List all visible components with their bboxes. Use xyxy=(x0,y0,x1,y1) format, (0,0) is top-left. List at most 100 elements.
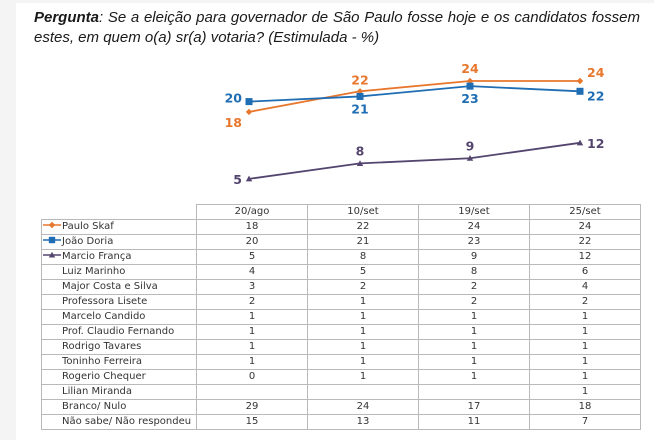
row-label: Paulo Skaf xyxy=(62,221,114,232)
data-label: 23 xyxy=(461,91,478,106)
header-blank-cell xyxy=(41,204,197,220)
row-label: Prof. Claudio Fernando xyxy=(62,326,175,337)
table-header-row: 20/ago 10/set 19/set 25/set xyxy=(41,204,641,220)
row-label-cell: Rogerio Chequer xyxy=(41,369,197,385)
value-cell: 1 xyxy=(529,324,641,340)
value-cell: 13 xyxy=(307,414,419,430)
value-cell: 6 xyxy=(529,264,641,280)
value-cell: 2 xyxy=(529,294,641,310)
column-header: 20/ago xyxy=(196,204,308,220)
column-header: 10/set xyxy=(307,204,419,220)
table-row: Toninho Ferreira 1 1 1 1 xyxy=(41,354,641,370)
value-cell: 1 xyxy=(529,309,641,325)
value-cell: 3 xyxy=(196,279,308,295)
row-label: Rogerio Chequer xyxy=(62,371,146,382)
data-label: 20 xyxy=(225,91,243,106)
series-line-jo-o-doria xyxy=(248,85,581,103)
value-cell: 8 xyxy=(307,249,419,265)
row-label: Marcio França xyxy=(62,251,132,262)
data-point-marker xyxy=(245,108,253,116)
value-cell: 1 xyxy=(196,354,308,370)
data-label: 22 xyxy=(351,72,368,87)
value-cell: 20 xyxy=(196,234,308,250)
table-row: Prof. Claudio Fernando 1 1 1 1 xyxy=(41,324,641,340)
value-cell: 9 xyxy=(418,249,530,265)
value-cell: 1 xyxy=(307,369,419,385)
data-label: 12 xyxy=(587,136,604,151)
data-point-marker xyxy=(466,82,474,90)
value-cell: 1 xyxy=(196,339,308,355)
row-label-cell: Marcio França xyxy=(41,249,197,265)
data-label: 9 xyxy=(466,138,475,153)
table-row: Lilian Miranda 1 xyxy=(41,384,641,400)
value-cell: 17 xyxy=(418,399,530,415)
value-cell: 1 xyxy=(529,369,641,385)
data-label: 24 xyxy=(587,65,605,80)
table-row: Branco/ Nulo 29 24 17 18 xyxy=(41,399,641,415)
value-cell: 0 xyxy=(196,369,308,385)
value-cell: 18 xyxy=(529,399,641,415)
row-label-cell: Professora Lisete xyxy=(41,294,197,310)
table-row: Não sabe/ Não respondeu 15 13 11 7 xyxy=(41,414,641,430)
value-cell: 15 xyxy=(196,414,308,430)
row-label: Rodrigo Tavares xyxy=(62,341,142,352)
data-point-marker xyxy=(576,77,584,85)
value-cell: 8 xyxy=(418,264,530,280)
data-point-marker xyxy=(356,92,364,100)
value-cell: 1 xyxy=(418,369,530,385)
question-label: Pergunta xyxy=(34,9,100,26)
value-cell: 1 xyxy=(418,354,530,370)
data-point-marker xyxy=(576,87,584,95)
data-label: 21 xyxy=(351,101,368,116)
value-cell: 1 xyxy=(196,309,308,325)
row-label-cell: Prof. Claudio Fernando xyxy=(41,324,197,340)
value-cell: 1 xyxy=(418,324,530,340)
value-cell: 1 xyxy=(418,309,530,325)
value-cell: 22 xyxy=(529,234,641,250)
row-label-cell: Paulo Skaf xyxy=(41,219,197,235)
row-label: Branco/ Nulo xyxy=(62,401,127,412)
value-cell: 4 xyxy=(196,264,308,280)
value-cell: 1 xyxy=(418,339,530,355)
value-cell: 24 xyxy=(418,219,530,235)
question-body: : Se a eleição para governador de São Pa… xyxy=(34,9,640,46)
value-cell: 5 xyxy=(196,249,308,265)
data-label: 22 xyxy=(587,88,604,103)
question-text: Pergunta: Se a eleição para governador d… xyxy=(34,8,640,48)
value-cell: 1 xyxy=(196,324,308,340)
data-label: 24 xyxy=(461,61,479,76)
column-header: 25/set xyxy=(529,204,641,220)
value-cell: 18 xyxy=(196,219,308,235)
value-cell: 4 xyxy=(529,279,641,295)
value-cell: 1 xyxy=(529,354,641,370)
legend-triangle-marker-icon xyxy=(43,250,61,260)
data-label: 18 xyxy=(225,115,242,130)
table-row: Marcelo Candido 1 1 1 1 xyxy=(41,309,641,325)
column-header: 19/set xyxy=(418,204,530,220)
data-point-marker xyxy=(356,160,364,166)
value-cell xyxy=(196,384,308,400)
value-cell: 7 xyxy=(529,414,641,430)
table-row: Rodrigo Tavares 1 1 1 1 xyxy=(41,339,641,355)
value-cell: 11 xyxy=(418,414,530,430)
line-chart: 18 22 24 24 20 21 23 22 5 8 9 12 xyxy=(225,61,605,187)
table-row: Major Costa e Silva 3 2 2 4 xyxy=(41,279,641,295)
series-line-paulo-skaf xyxy=(248,80,580,113)
value-cell: 1 xyxy=(529,339,641,355)
row-label-cell: Não sabe/ Não respondeu xyxy=(41,414,197,430)
value-cell: 1 xyxy=(529,384,641,400)
value-cell: 22 xyxy=(307,219,419,235)
data-point-marker xyxy=(245,175,253,182)
value-cell: 2 xyxy=(307,279,419,295)
row-label: Toninho Ferreira xyxy=(62,356,142,367)
row-label-cell: Major Costa e Silva xyxy=(41,279,197,295)
legend-square-marker-icon xyxy=(43,235,61,245)
table-row: Professora Lisete 2 1 2 2 xyxy=(41,294,641,310)
table-row: Paulo Skaf 18 22 24 24 xyxy=(41,219,641,235)
data-label: 5 xyxy=(233,172,242,187)
row-label-cell: Lilian Miranda xyxy=(41,384,197,400)
value-cell: 1 xyxy=(307,339,419,355)
data-point-marker xyxy=(356,88,364,95)
legend-diamond-marker-icon xyxy=(43,220,61,230)
row-label: Marcelo Candido xyxy=(62,311,146,322)
